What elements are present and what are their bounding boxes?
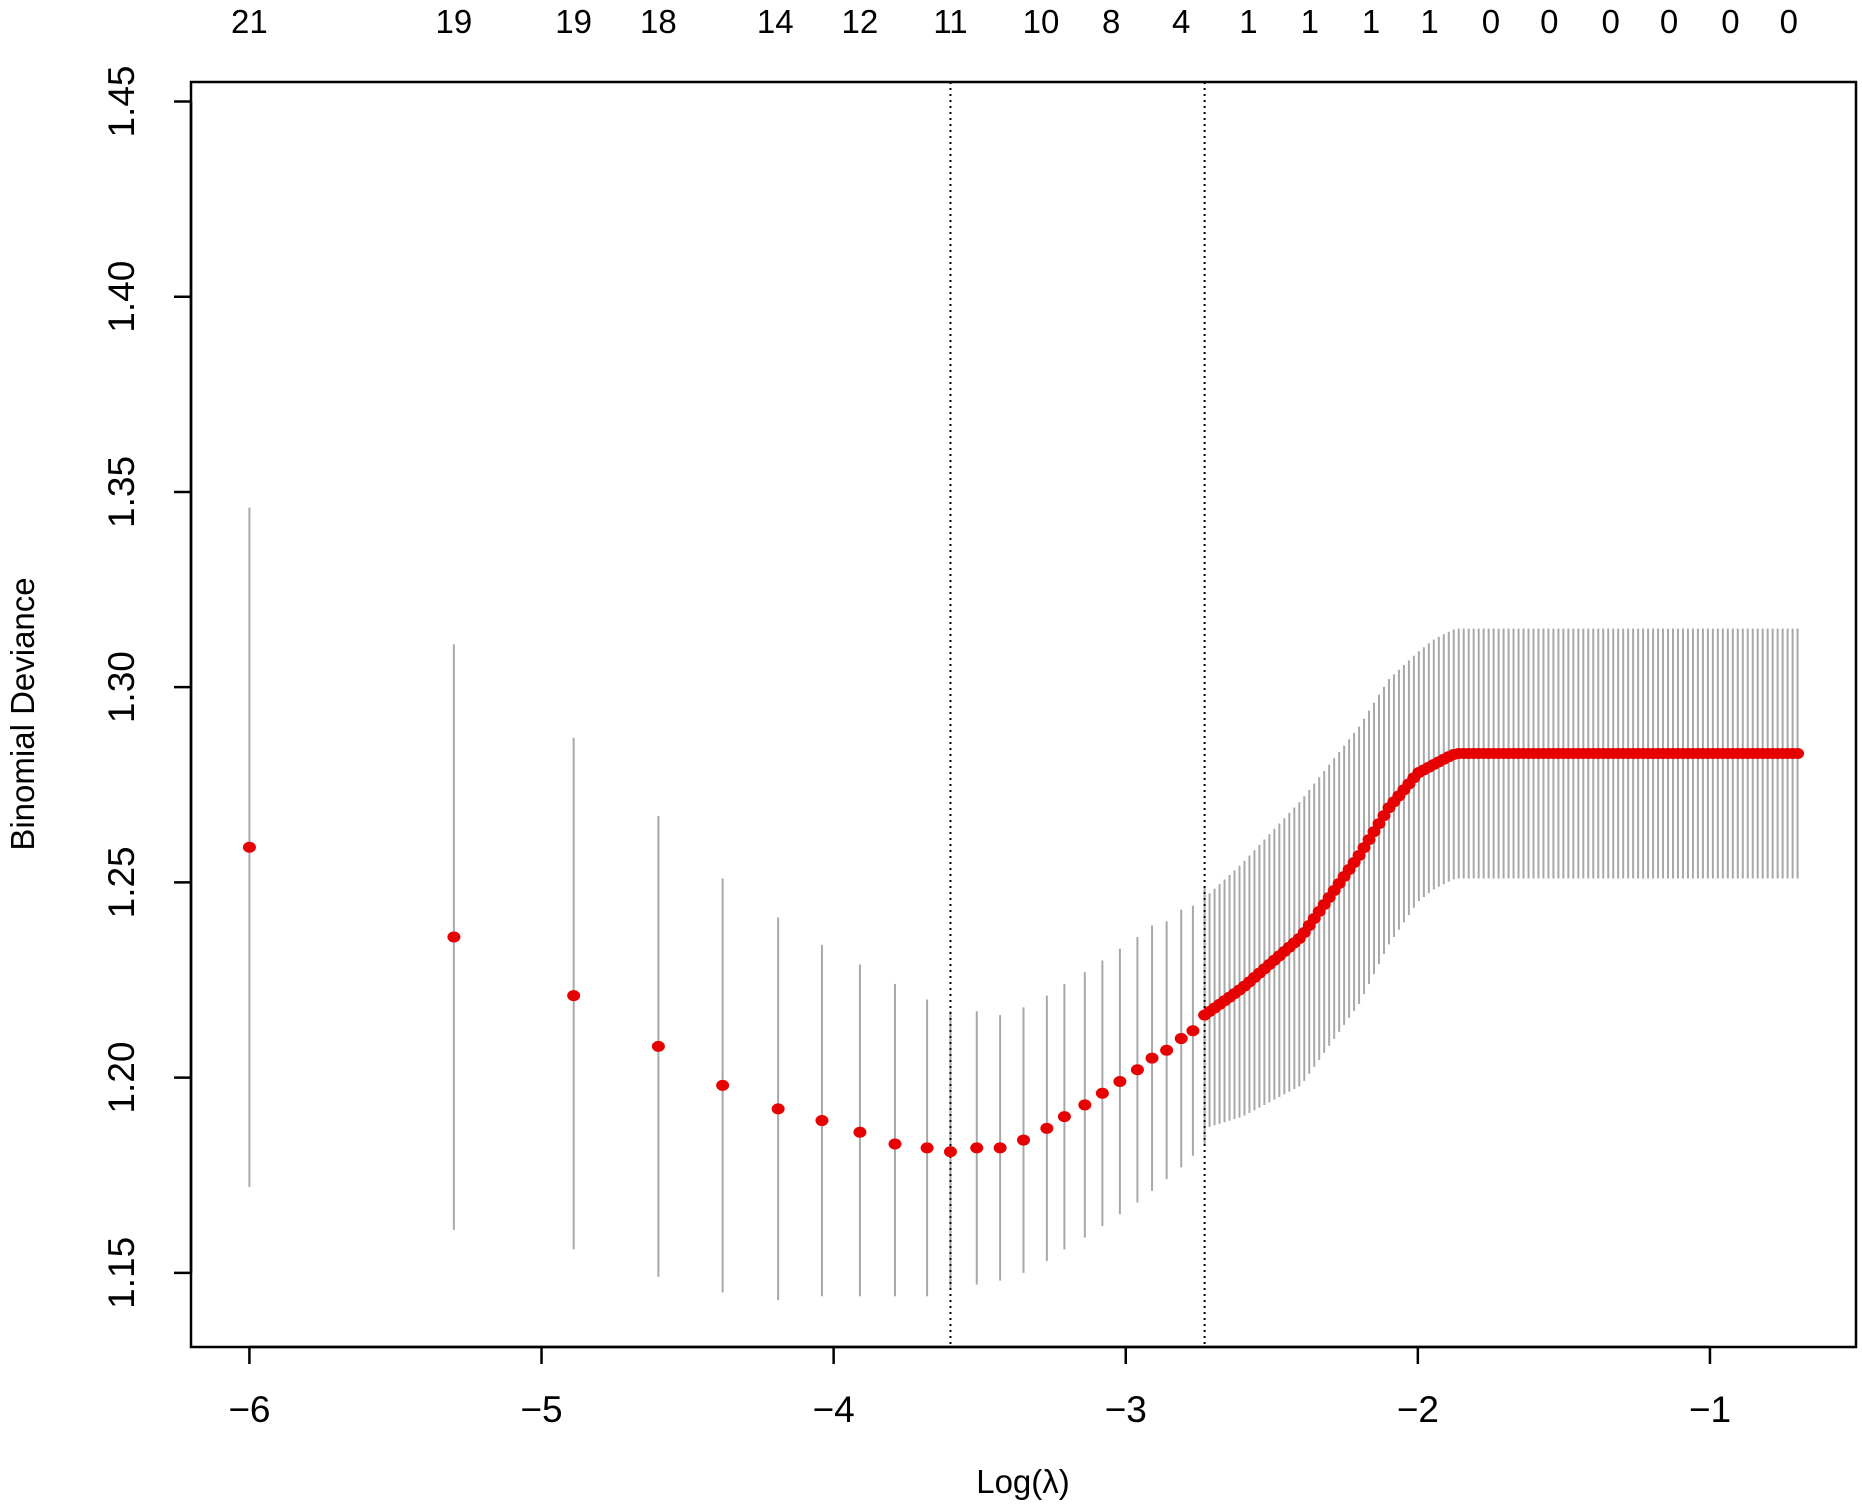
deviance-point <box>447 931 461 943</box>
x-axis-title: Log(λ) <box>976 1463 1070 1500</box>
top-axis-label: 0 <box>1482 3 1500 40</box>
top-axis-nonzero-counts: 21 19 19 18 14 12 11 10 8 4 1 1 1 1 0 0 0 0 0 0 <box>231 3 1798 40</box>
deviance-point <box>1130 1064 1144 1076</box>
deviance-point <box>651 1040 665 1052</box>
top-axis-label: 1 <box>1420 3 1438 40</box>
deviance-point <box>1160 1044 1174 1056</box>
top-axis-label: 19 <box>555 3 592 40</box>
x-tick-label: −3 <box>1105 1389 1147 1430</box>
top-axis-label: 1 <box>1239 3 1257 40</box>
top-axis-label: 0 <box>1780 3 1798 40</box>
top-axis-label: 14 <box>757 3 794 40</box>
y-tick-label: 1.15 <box>101 1237 142 1309</box>
deviance-point <box>943 1146 957 1158</box>
deviance-point <box>1017 1134 1030 1146</box>
deviance-point <box>1078 1099 1092 1111</box>
y-axis-title: Binomial Deviance <box>4 577 41 850</box>
top-axis-label: 10 <box>1023 3 1060 40</box>
top-axis-label: 4 <box>1172 3 1190 40</box>
deviance-point <box>1791 748 1805 760</box>
deviance-point <box>920 1142 934 1154</box>
y-tick-label: 1.40 <box>101 261 142 333</box>
deviance-point <box>1186 1025 1200 1037</box>
reference-lines <box>949 82 1206 1347</box>
x-axis: −6 −5 −4 −3 −2 −1 <box>228 1345 1731 1430</box>
deviance-point <box>993 1142 1007 1154</box>
y-tick-label: 1.25 <box>101 846 142 918</box>
x-tick-label: −2 <box>1397 1389 1439 1430</box>
y-tick-label: 1.45 <box>101 66 142 138</box>
top-axis-label: 0 <box>1540 3 1558 40</box>
deviance-point <box>771 1103 785 1115</box>
y-tick-label: 1.35 <box>101 456 142 528</box>
top-axis-label: 18 <box>640 3 677 40</box>
x-tick-label: −5 <box>520 1389 562 1430</box>
x-tick-label: −4 <box>813 1389 855 1430</box>
top-axis-label: 0 <box>1721 3 1739 40</box>
top-axis-label: 0 <box>1660 3 1678 40</box>
top-axis-label: 8 <box>1102 3 1120 40</box>
x-tick-label: −1 <box>1689 1389 1731 1430</box>
x-tick-label: −6 <box>228 1389 270 1430</box>
deviance-points <box>242 748 1805 1158</box>
deviance-point <box>815 1115 829 1127</box>
deviance-point <box>1113 1076 1127 1088</box>
top-axis-label: 11 <box>933 3 967 40</box>
deviance-point <box>853 1126 867 1138</box>
y-tick-label: 1.30 <box>101 651 142 723</box>
top-axis-label: 1 <box>1362 3 1380 40</box>
deviance-point <box>1095 1087 1109 1099</box>
error-bars <box>248 507 1799 1301</box>
deviance-point <box>1057 1111 1071 1123</box>
deviance-point <box>970 1142 984 1154</box>
top-axis-label: 0 <box>1601 3 1619 40</box>
deviance-point <box>1145 1052 1159 1064</box>
deviance-point <box>1040 1122 1054 1134</box>
top-axis-label: 21 <box>231 3 268 40</box>
deviance-point <box>242 841 256 853</box>
top-axis-label: 1 <box>1301 3 1319 40</box>
y-tick-label: 1.20 <box>101 1042 142 1114</box>
top-axis-label: 19 <box>436 3 473 40</box>
deviance-point <box>1174 1033 1188 1045</box>
deviance-point <box>888 1138 902 1150</box>
deviance-point <box>716 1079 730 1091</box>
top-axis-label: 12 <box>842 3 879 40</box>
deviance-point <box>567 990 581 1002</box>
y-axis: 1.15 1.20 1.25 1.30 1.35 1.40 1.45 <box>101 66 193 1309</box>
